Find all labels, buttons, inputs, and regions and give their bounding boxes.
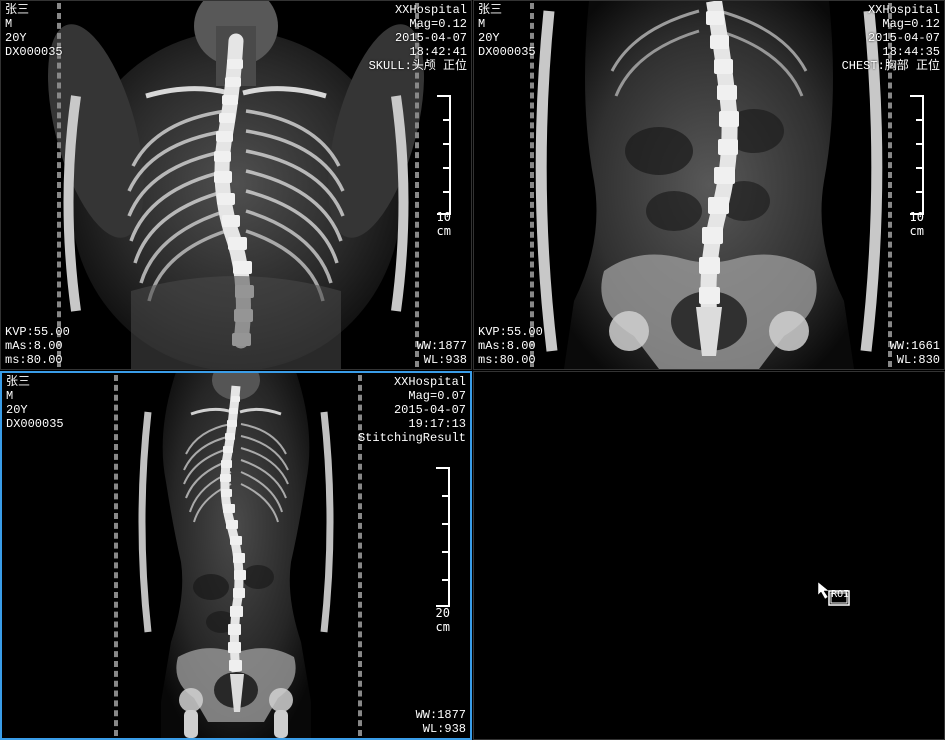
scale-label: 10 cm — [910, 210, 924, 238]
scale-ruler — [449, 95, 451, 215]
overlay-exposure-info: KVP:55.00 mAs:8.00 ms:80.00 — [5, 325, 70, 367]
overlay-window-level: WW:1877 WL:938 — [417, 339, 467, 367]
overlay-exposure-info: KVP:55.00 mAs:8.00 ms:80.00 — [478, 325, 543, 367]
scale-ruler — [922, 95, 924, 215]
viewport-grid: 张三 M 20Y DX000035 XXHospital Mag=0.12 20… — [0, 0, 945, 740]
xray-stitched-spine-image — [106, 372, 366, 738]
overlay-patient-info: 张三 M 20Y DX000035 — [6, 375, 64, 431]
roi-label: ROI — [831, 589, 849, 600]
overlay-study-info: XXHospital Mag=0.12 2015-04-07 18:44:35 … — [842, 3, 940, 73]
viewport-top-right[interactable]: 张三 M 20Y DX000035 XXHospital Mag=0.12 20… — [473, 0, 945, 370]
viewport-top-left[interactable]: 张三 M 20Y DX000035 XXHospital Mag=0.12 20… — [0, 0, 472, 370]
viewport-bottom-right[interactable]: ROI — [473, 371, 945, 740]
roi-cursor-icon: ROI — [817, 581, 851, 607]
scale-label: 10 cm — [437, 210, 451, 238]
overlay-study-info: XXHospital Mag=0.12 2015-04-07 18:42:41 … — [369, 3, 467, 73]
overlay-study-info: XXHospital Mag=0.07 2015-04-07 19:17:13 … — [358, 375, 466, 445]
scale-label: 20 cm — [436, 606, 450, 634]
scale-ruler — [448, 467, 450, 607]
viewport-bottom-left[interactable]: 张三 M 20Y DX000035 XXHospital Mag=0.07 20… — [0, 371, 472, 740]
overlay-patient-info: 张三 M 20Y DX000035 — [5, 3, 63, 59]
overlay-window-level: WW:1877 WL:938 — [416, 708, 466, 736]
overlay-window-level: WW:1661 WL:830 — [890, 339, 940, 367]
overlay-patient-info: 张三 M 20Y DX000035 — [478, 3, 536, 59]
